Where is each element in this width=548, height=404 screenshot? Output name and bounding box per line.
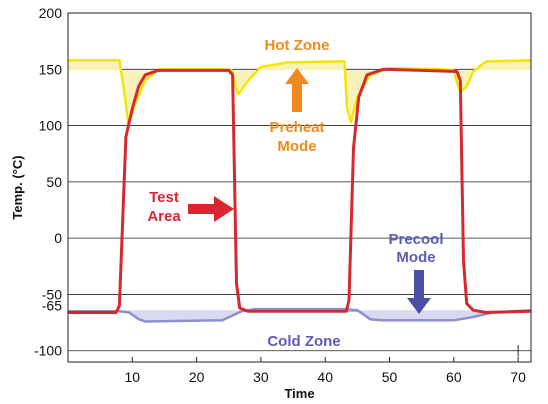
x-tick-label: 10 [125, 369, 141, 385]
x-axis-title: Time [284, 386, 314, 401]
y-tick-label: 50 [46, 174, 62, 190]
preheat-mode-label: Mode [277, 138, 316, 155]
cold-zone-fill [68, 309, 531, 322]
x-tick-label: 70 [510, 369, 526, 385]
cold-zone-label: Cold Zone [267, 333, 340, 350]
x-tick-labels: 10 20 30 40 50 60 70 [125, 345, 526, 385]
cold-zone-line [68, 307, 532, 323]
x-tick-label: 40 [317, 369, 333, 385]
y-tick-label: 100 [39, 118, 63, 134]
x-tick-label: 60 [446, 369, 462, 385]
y-tick-labels: -100 -50 0 50 100 150 200 [34, 5, 62, 359]
preheat-arrow-icon [285, 68, 309, 112]
hot-zone-label: Hot Zone [265, 37, 330, 54]
y-tick-label: -100 [34, 343, 62, 359]
test-area-label: Area [147, 208, 181, 225]
precool-mode-label: Mode [396, 249, 435, 266]
x-tick-label: 20 [189, 369, 205, 385]
x-tick-label: 30 [253, 369, 269, 385]
y-tick-label: 150 [39, 61, 63, 77]
y-axis-title: Temp. (°C) [10, 155, 25, 219]
precool-arrow-icon [407, 270, 431, 314]
y-tick-label: 0 [54, 230, 62, 246]
hot-zone-line [68, 59, 532, 126]
plot-frame [67, 12, 532, 363]
test-area-arrow-icon [188, 196, 234, 222]
x-tick-label: 50 [382, 369, 398, 385]
precool-label: Precool [388, 231, 443, 248]
preheat-label: Preheat [269, 119, 324, 136]
y-tick-label: -50 [42, 286, 62, 302]
test-label: Test [149, 189, 179, 206]
hot-zone-fill [68, 60, 531, 125]
test-area-line [68, 67, 532, 314]
y-tick-label: 200 [39, 5, 63, 21]
y-tick-label-minus65: -65 [42, 297, 62, 313]
